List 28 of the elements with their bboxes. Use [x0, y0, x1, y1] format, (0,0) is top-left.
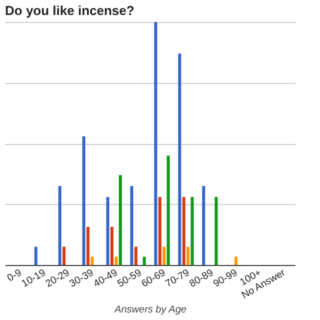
bar [158, 196, 162, 265]
bar [214, 196, 218, 265]
x-axis-title: Answers by Age [114, 304, 187, 316]
x-tick-label: 30-39 [68, 267, 96, 290]
x-tick-label: 90-99 [212, 267, 240, 290]
bar [58, 186, 62, 265]
bar [130, 186, 134, 265]
bar [186, 246, 190, 265]
bar [106, 196, 110, 265]
bar [178, 54, 182, 265]
bar [202, 186, 206, 265]
bar [114, 256, 118, 265]
bar [142, 256, 146, 265]
bar [190, 196, 194, 265]
bar [62, 246, 66, 265]
bar [82, 136, 86, 265]
bar [182, 196, 186, 265]
bar [234, 256, 238, 265]
bar [34, 246, 38, 265]
bar [154, 22, 158, 265]
bar [118, 175, 122, 265]
bar [110, 226, 114, 265]
bar [86, 226, 90, 265]
chart-title: Do you like incense? [5, 3, 134, 18]
bar [90, 256, 94, 265]
bar [166, 156, 170, 265]
bar [134, 246, 138, 265]
bar [162, 246, 166, 265]
